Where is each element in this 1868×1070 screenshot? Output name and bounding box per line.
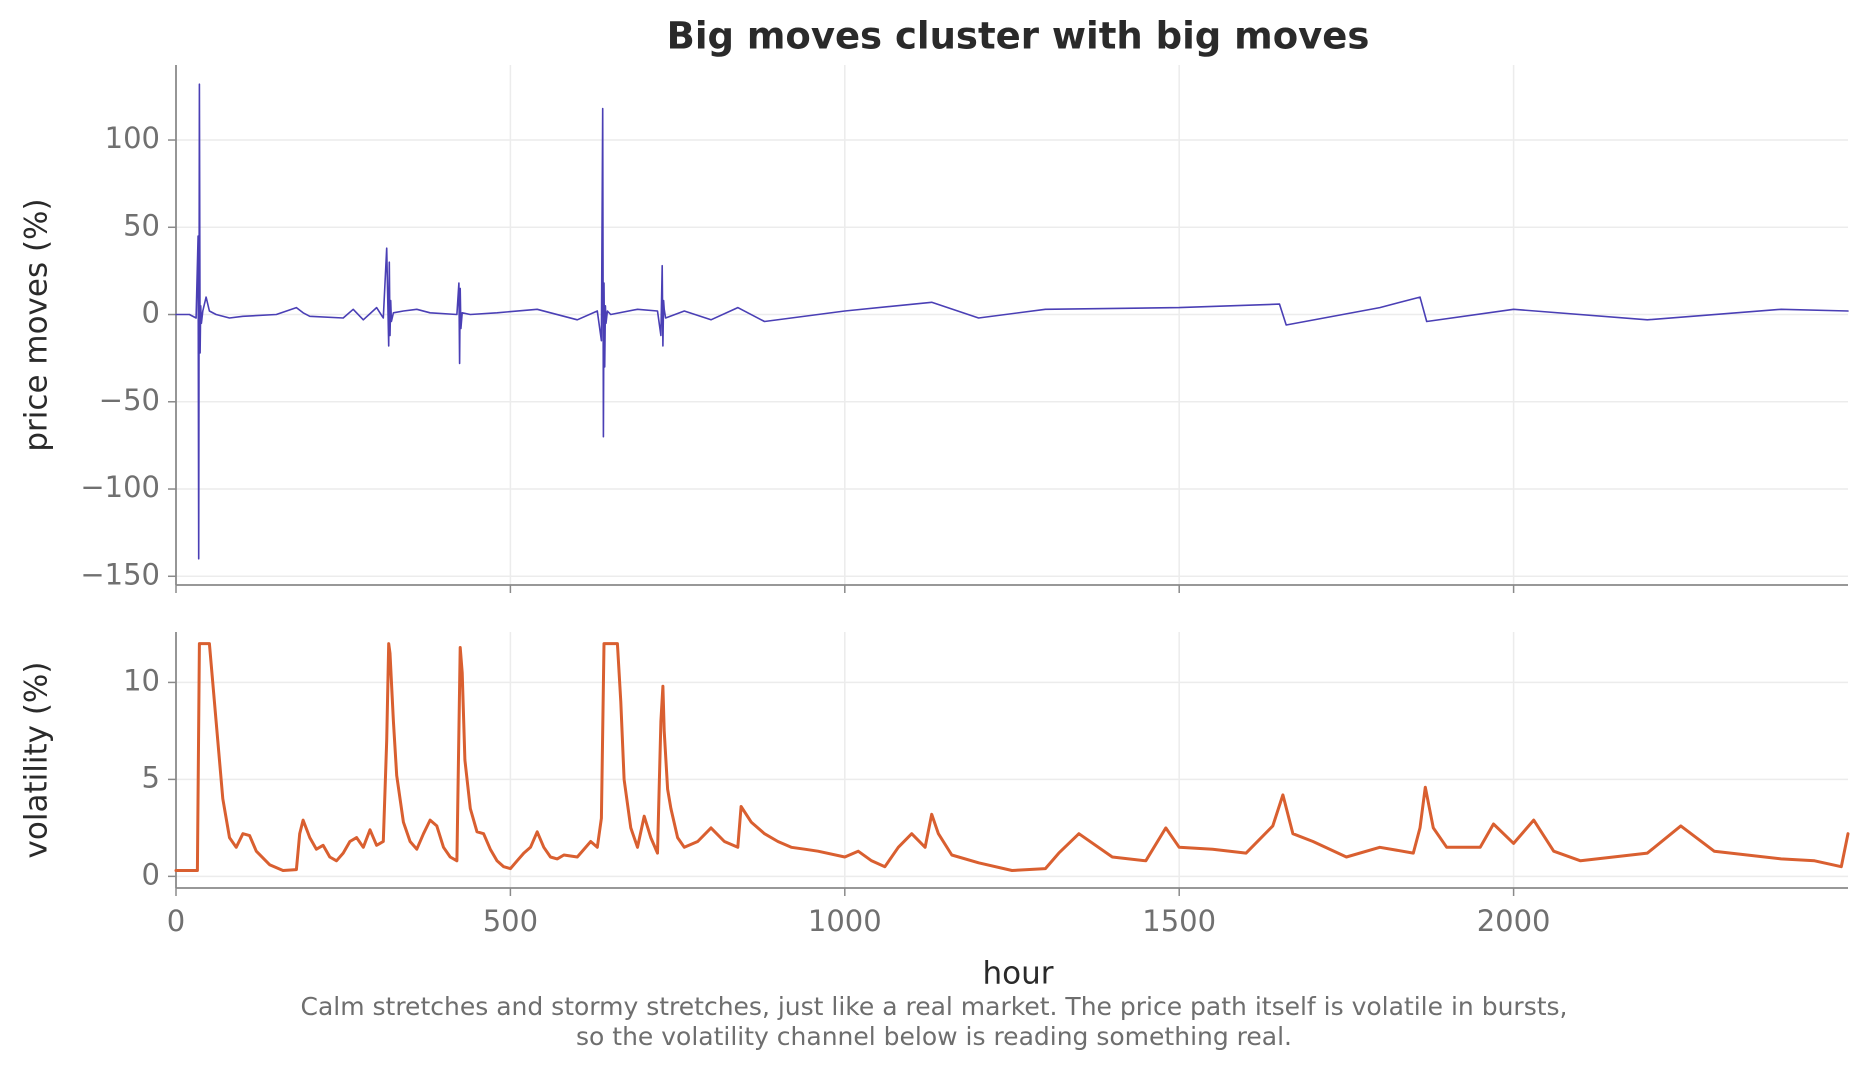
y-tick-label: 50 [123, 208, 160, 242]
x-tick-label: 1500 [1142, 904, 1216, 938]
y-tick-label: −150 [80, 557, 160, 591]
x-tick-label: 1000 [808, 904, 882, 938]
y-axis-label: volatility (%) [19, 662, 55, 859]
y-tick-label: 10 [123, 663, 160, 697]
chart-title: Big moves cluster with big moves [667, 15, 1370, 58]
x-tick-label: 2000 [1477, 904, 1551, 938]
x-tick-label: 0 [167, 904, 185, 938]
price-moves-line [175, 83, 1849, 560]
y-tick-label: 0 [142, 296, 160, 330]
y-axis-label: price moves (%) [19, 198, 55, 451]
y-tick-label: 5 [142, 760, 160, 794]
y-tick-label: 0 [142, 857, 160, 891]
y-tick-label: −100 [80, 470, 160, 504]
price-moves-panel: 100 50 0 −50 −100 −150 price moves (%) [19, 65, 1849, 593]
y-tick-label: 100 [105, 121, 160, 155]
chart-caption: Calm stretches and stormy stretches, jus… [300, 992, 1568, 1051]
volatility-line [174, 642, 1850, 872]
x-tick-label: 500 [483, 904, 538, 938]
x-axis-label: hour [982, 956, 1053, 992]
y-tick-label: −50 [99, 383, 160, 417]
volatility-panel: 0 5 10 0 500 1000 1500 2000 volatility (%) [19, 632, 1850, 938]
